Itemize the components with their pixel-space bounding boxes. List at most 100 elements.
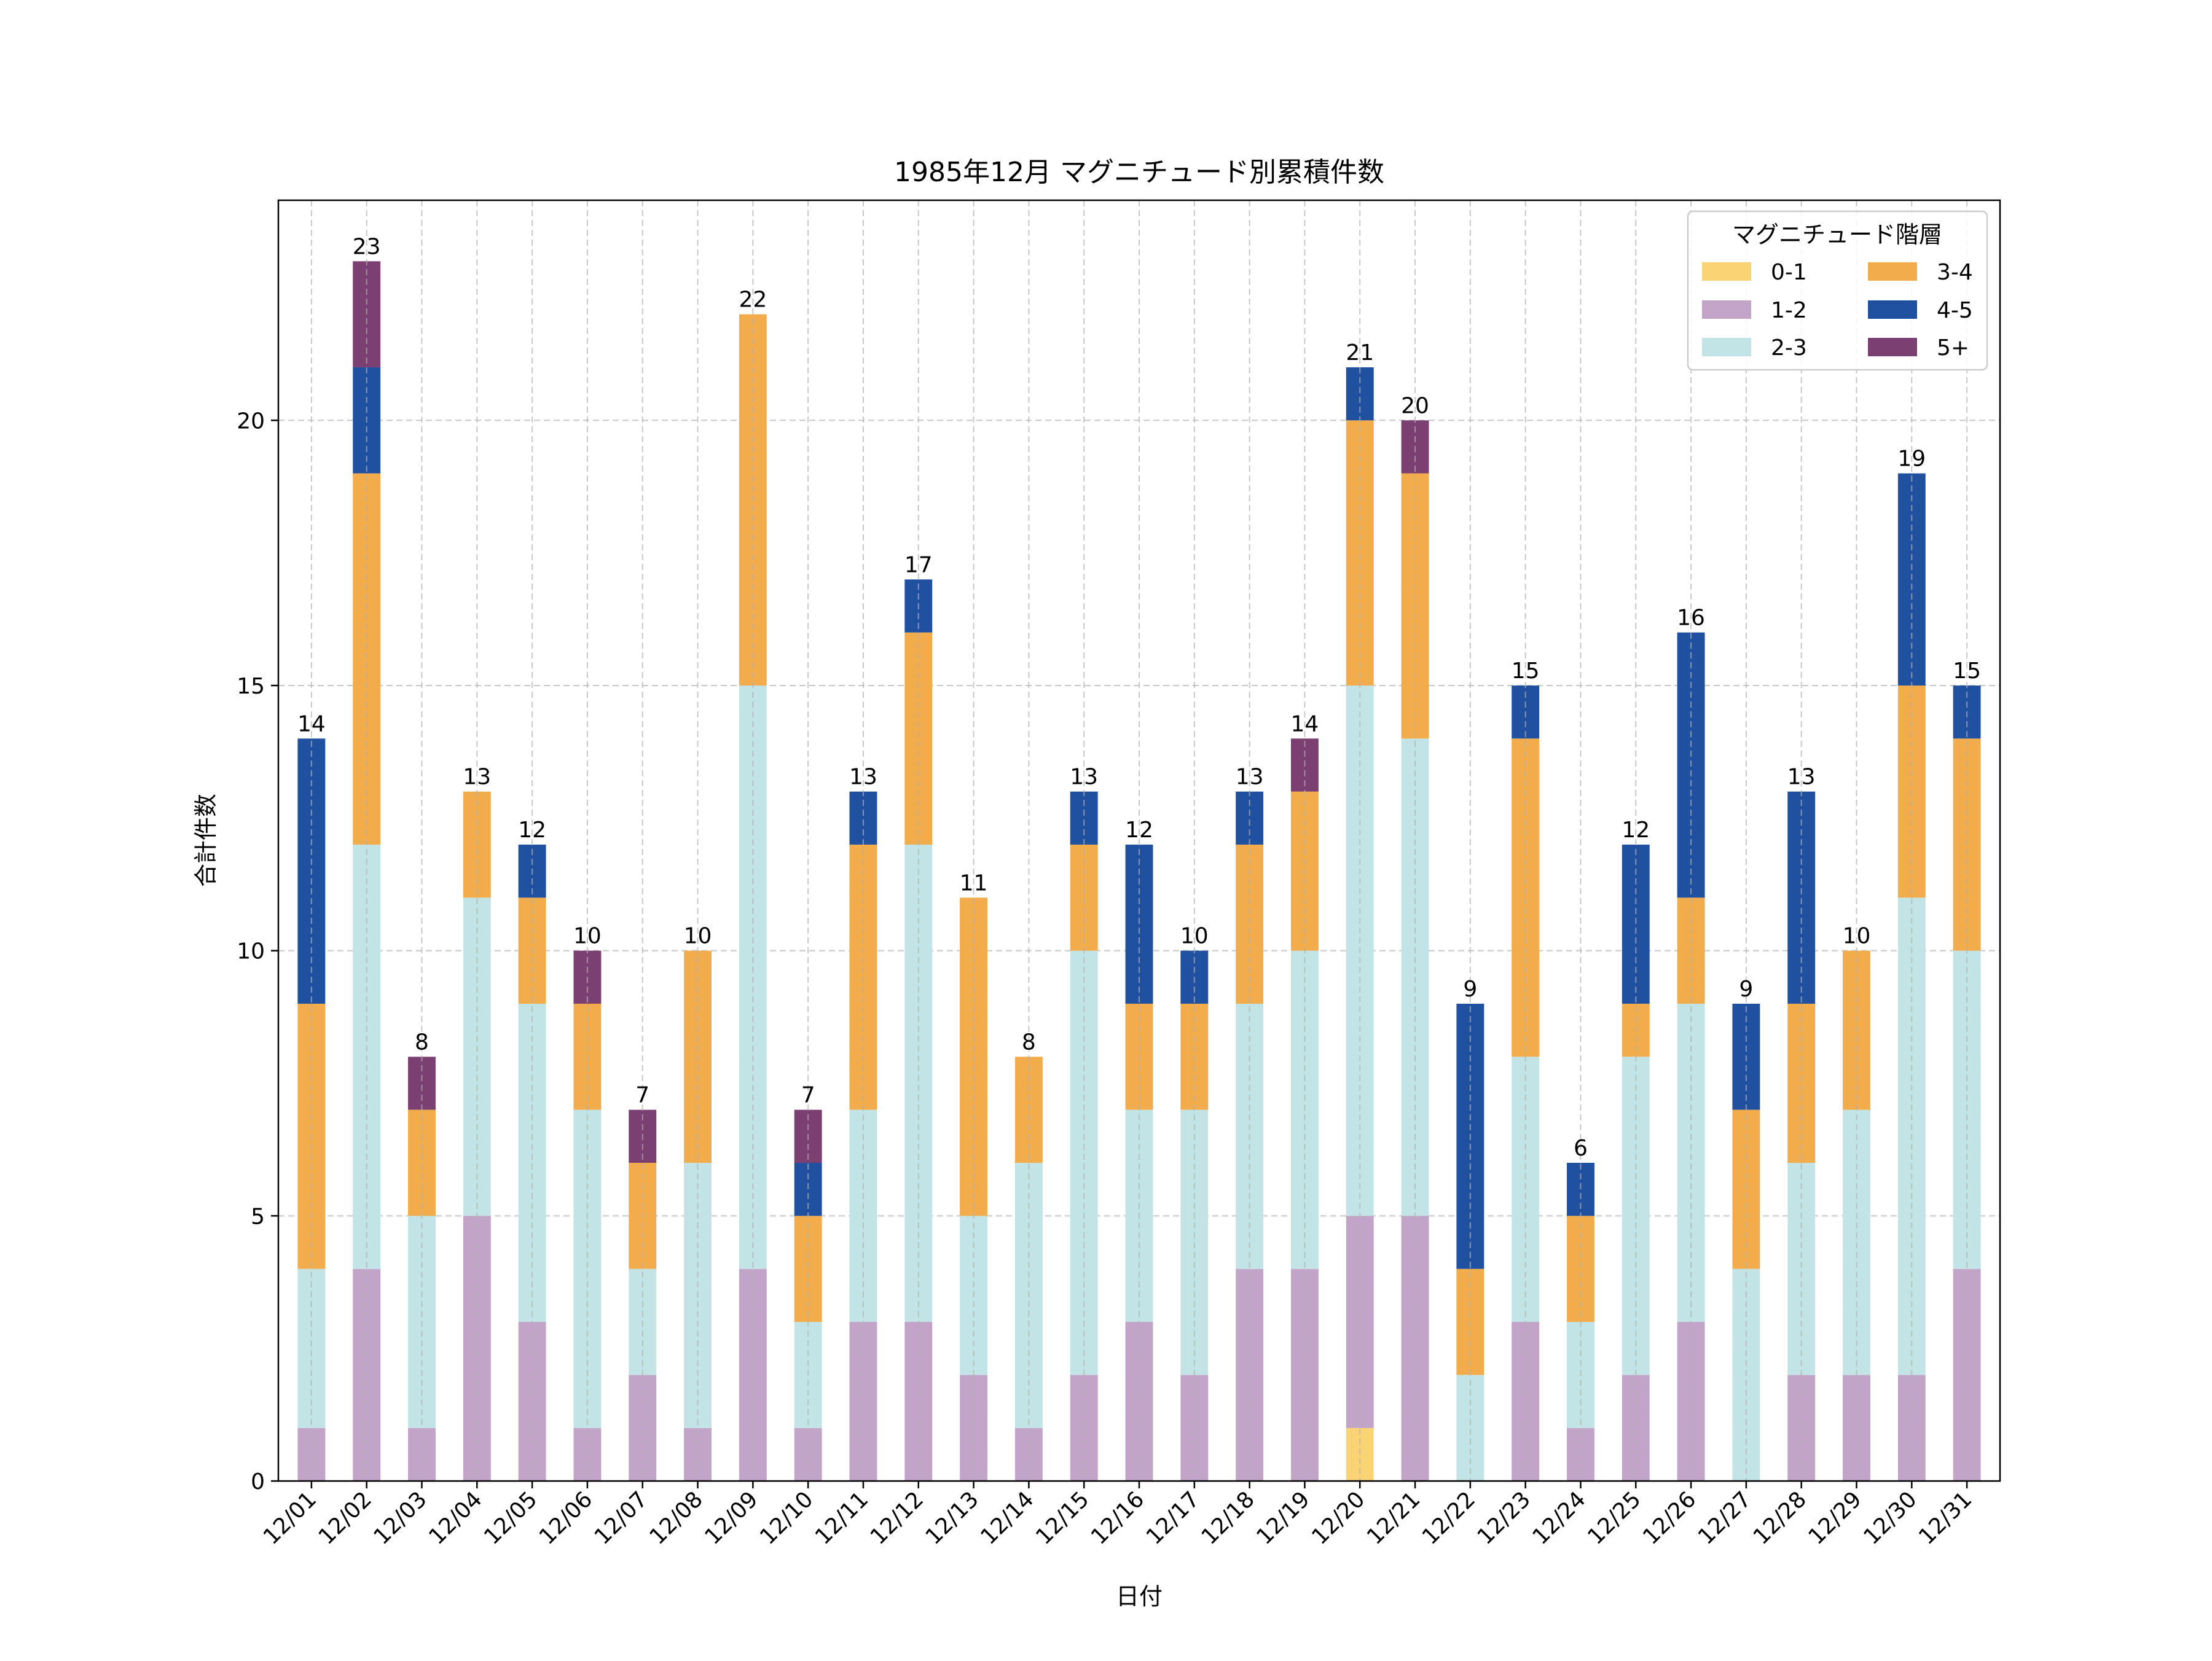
x-tick-label: 12/24 [1528, 1487, 1590, 1549]
bar-total-label: 8 [1022, 1030, 1036, 1055]
bar-total-label: 13 [463, 765, 491, 790]
ticks-layer: 0510152012/0112/0212/0312/0412/0512/0612… [237, 408, 1977, 1549]
chart-title: 1985年12月 マグニチュード別累積件数 [894, 157, 1384, 188]
bar-total-label: 10 [1180, 924, 1209, 949]
x-tick-label: 12/15 [1031, 1487, 1094, 1549]
bar-total-label: 21 [1346, 340, 1374, 365]
bar-total-label: 9 [1463, 977, 1477, 1002]
bar-segment-5+ [408, 1057, 436, 1110]
bar-total-label: 11 [960, 870, 988, 896]
legend-swatch-3-4 [1868, 262, 1917, 281]
x-tick-label: 12/22 [1418, 1487, 1480, 1549]
legend-swatch-4-5 [1868, 300, 1917, 319]
x-tick-label: 12/20 [1307, 1487, 1370, 1549]
bar-total-label: 12 [1622, 818, 1650, 843]
bar-total-label: 10 [1843, 924, 1871, 949]
bar-total-label: 23 [353, 234, 381, 259]
bar-total-label: 8 [415, 1030, 429, 1055]
bar-segment-3-4 [1346, 420, 1374, 686]
x-tick-label: 12/19 [1252, 1487, 1314, 1549]
x-tick-label: 12/02 [314, 1487, 377, 1549]
legend-label-5+: 5+ [1937, 335, 1969, 361]
y-tick-label: 15 [237, 674, 265, 699]
legend-label-0-1: 0-1 [1771, 260, 1807, 285]
bar-segment-1-2 [463, 1216, 491, 1481]
x-tick-label: 12/01 [259, 1487, 321, 1549]
total-labels-layer: 14 23 8 13 12 10 7 10 22 7 13 17 11 8 13 12 10 13 14 21 20 9 1… [297, 234, 1981, 1161]
x-axis-label: 日付 [1116, 1583, 1163, 1610]
bar-total-label: 10 [573, 924, 602, 949]
x-tick-label: 12/27 [1693, 1487, 1756, 1549]
x-tick-label: 12/29 [1804, 1487, 1867, 1549]
y-tick-label: 0 [251, 1469, 265, 1495]
legend: マグニチュード階層 0-1 1-2 2-3 3-4 4-5 5+ [1687, 210, 1988, 371]
bar-total-label: 13 [1070, 765, 1098, 790]
bar-segment-4-5 [1236, 791, 1264, 845]
legend-label-4-5: 4-5 [1937, 298, 1973, 323]
legend-label-1-2: 1-2 [1771, 298, 1807, 323]
bar-total-label: 17 [904, 552, 933, 577]
y-tick-label: 10 [237, 939, 265, 964]
bar-segment-4-5 [849, 791, 877, 845]
bar-total-label: 13 [1787, 765, 1816, 790]
legend-items: 0-1 1-2 2-3 3-4 4-5 5+ [1702, 260, 1973, 361]
bar-total-label: 14 [1291, 711, 1319, 737]
bar-total-label: 7 [801, 1083, 815, 1108]
x-tick-label: 12/23 [1473, 1487, 1535, 1549]
x-tick-label: 12/09 [700, 1487, 763, 1549]
bar-total-label: 19 [1897, 447, 1926, 472]
bar-segment-2-3 [1512, 1057, 1540, 1322]
x-tick-label: 12/03 [369, 1487, 432, 1549]
bar-total-label: 15 [1512, 659, 1540, 684]
bar-total-label: 16 [1677, 606, 1705, 631]
legend-label-2-3: 2-3 [1771, 335, 1807, 361]
x-tick-label: 12/26 [1638, 1487, 1701, 1549]
x-tick-label: 12/14 [976, 1487, 1038, 1549]
bar-segment-4-5 [1070, 791, 1098, 845]
x-tick-label: 12/31 [1914, 1487, 1977, 1549]
bar-segment-1-2 [1401, 1216, 1429, 1481]
legend-swatch-2-3 [1702, 338, 1751, 356]
x-tick-label: 12/10 [755, 1487, 818, 1549]
bar-total-label: 7 [635, 1083, 649, 1108]
x-tick-label: 12/17 [1142, 1487, 1204, 1549]
bar-total-label: 6 [1574, 1136, 1588, 1161]
x-tick-label: 12/07 [590, 1487, 653, 1549]
x-tick-label: 12/05 [479, 1487, 542, 1549]
x-tick-label: 12/25 [1583, 1487, 1645, 1549]
y-tick-label: 5 [251, 1204, 265, 1229]
legend-title: マグニチュード階層 [1732, 221, 1942, 248]
bar-total-label: 14 [297, 711, 326, 737]
bar-segment-2-3 [904, 844, 933, 1322]
bar-total-label: 22 [739, 287, 767, 313]
legend-swatch-5+ [1868, 338, 1917, 356]
bar-total-label: 12 [1125, 818, 1153, 843]
vertical-grid-layer [310, 200, 1968, 1481]
x-tick-label: 12/21 [1362, 1487, 1425, 1549]
y-tick-label: 20 [237, 408, 265, 434]
x-tick-label: 12/30 [1859, 1487, 1921, 1549]
x-tick-label: 12/04 [424, 1487, 487, 1549]
legend-label-3-4: 3-4 [1937, 260, 1973, 285]
bar-total-label: 20 [1401, 393, 1429, 418]
x-tick-label: 12/28 [1749, 1487, 1811, 1549]
x-tick-label: 12/06 [535, 1487, 597, 1549]
x-tick-label: 12/16 [1086, 1487, 1149, 1549]
bar-total-label: 15 [1953, 659, 1981, 684]
x-tick-label: 12/08 [645, 1487, 708, 1549]
bar-total-label: 12 [518, 818, 546, 843]
bar-total-label: 9 [1739, 977, 1753, 1002]
bar-total-label: 13 [1236, 765, 1264, 790]
legend-swatch-1-2 [1702, 300, 1751, 319]
legend-swatch-0-1 [1702, 262, 1751, 281]
x-tick-label: 12/11 [810, 1487, 873, 1549]
x-tick-label: 12/18 [1197, 1487, 1260, 1549]
bar-total-label: 13 [849, 765, 877, 790]
y-axis-label: 合計件数 [192, 794, 219, 887]
x-tick-label: 12/13 [921, 1487, 984, 1549]
legend-frame [1687, 210, 1988, 371]
x-tick-label: 12/12 [866, 1487, 928, 1549]
bar-total-label: 10 [684, 924, 712, 949]
